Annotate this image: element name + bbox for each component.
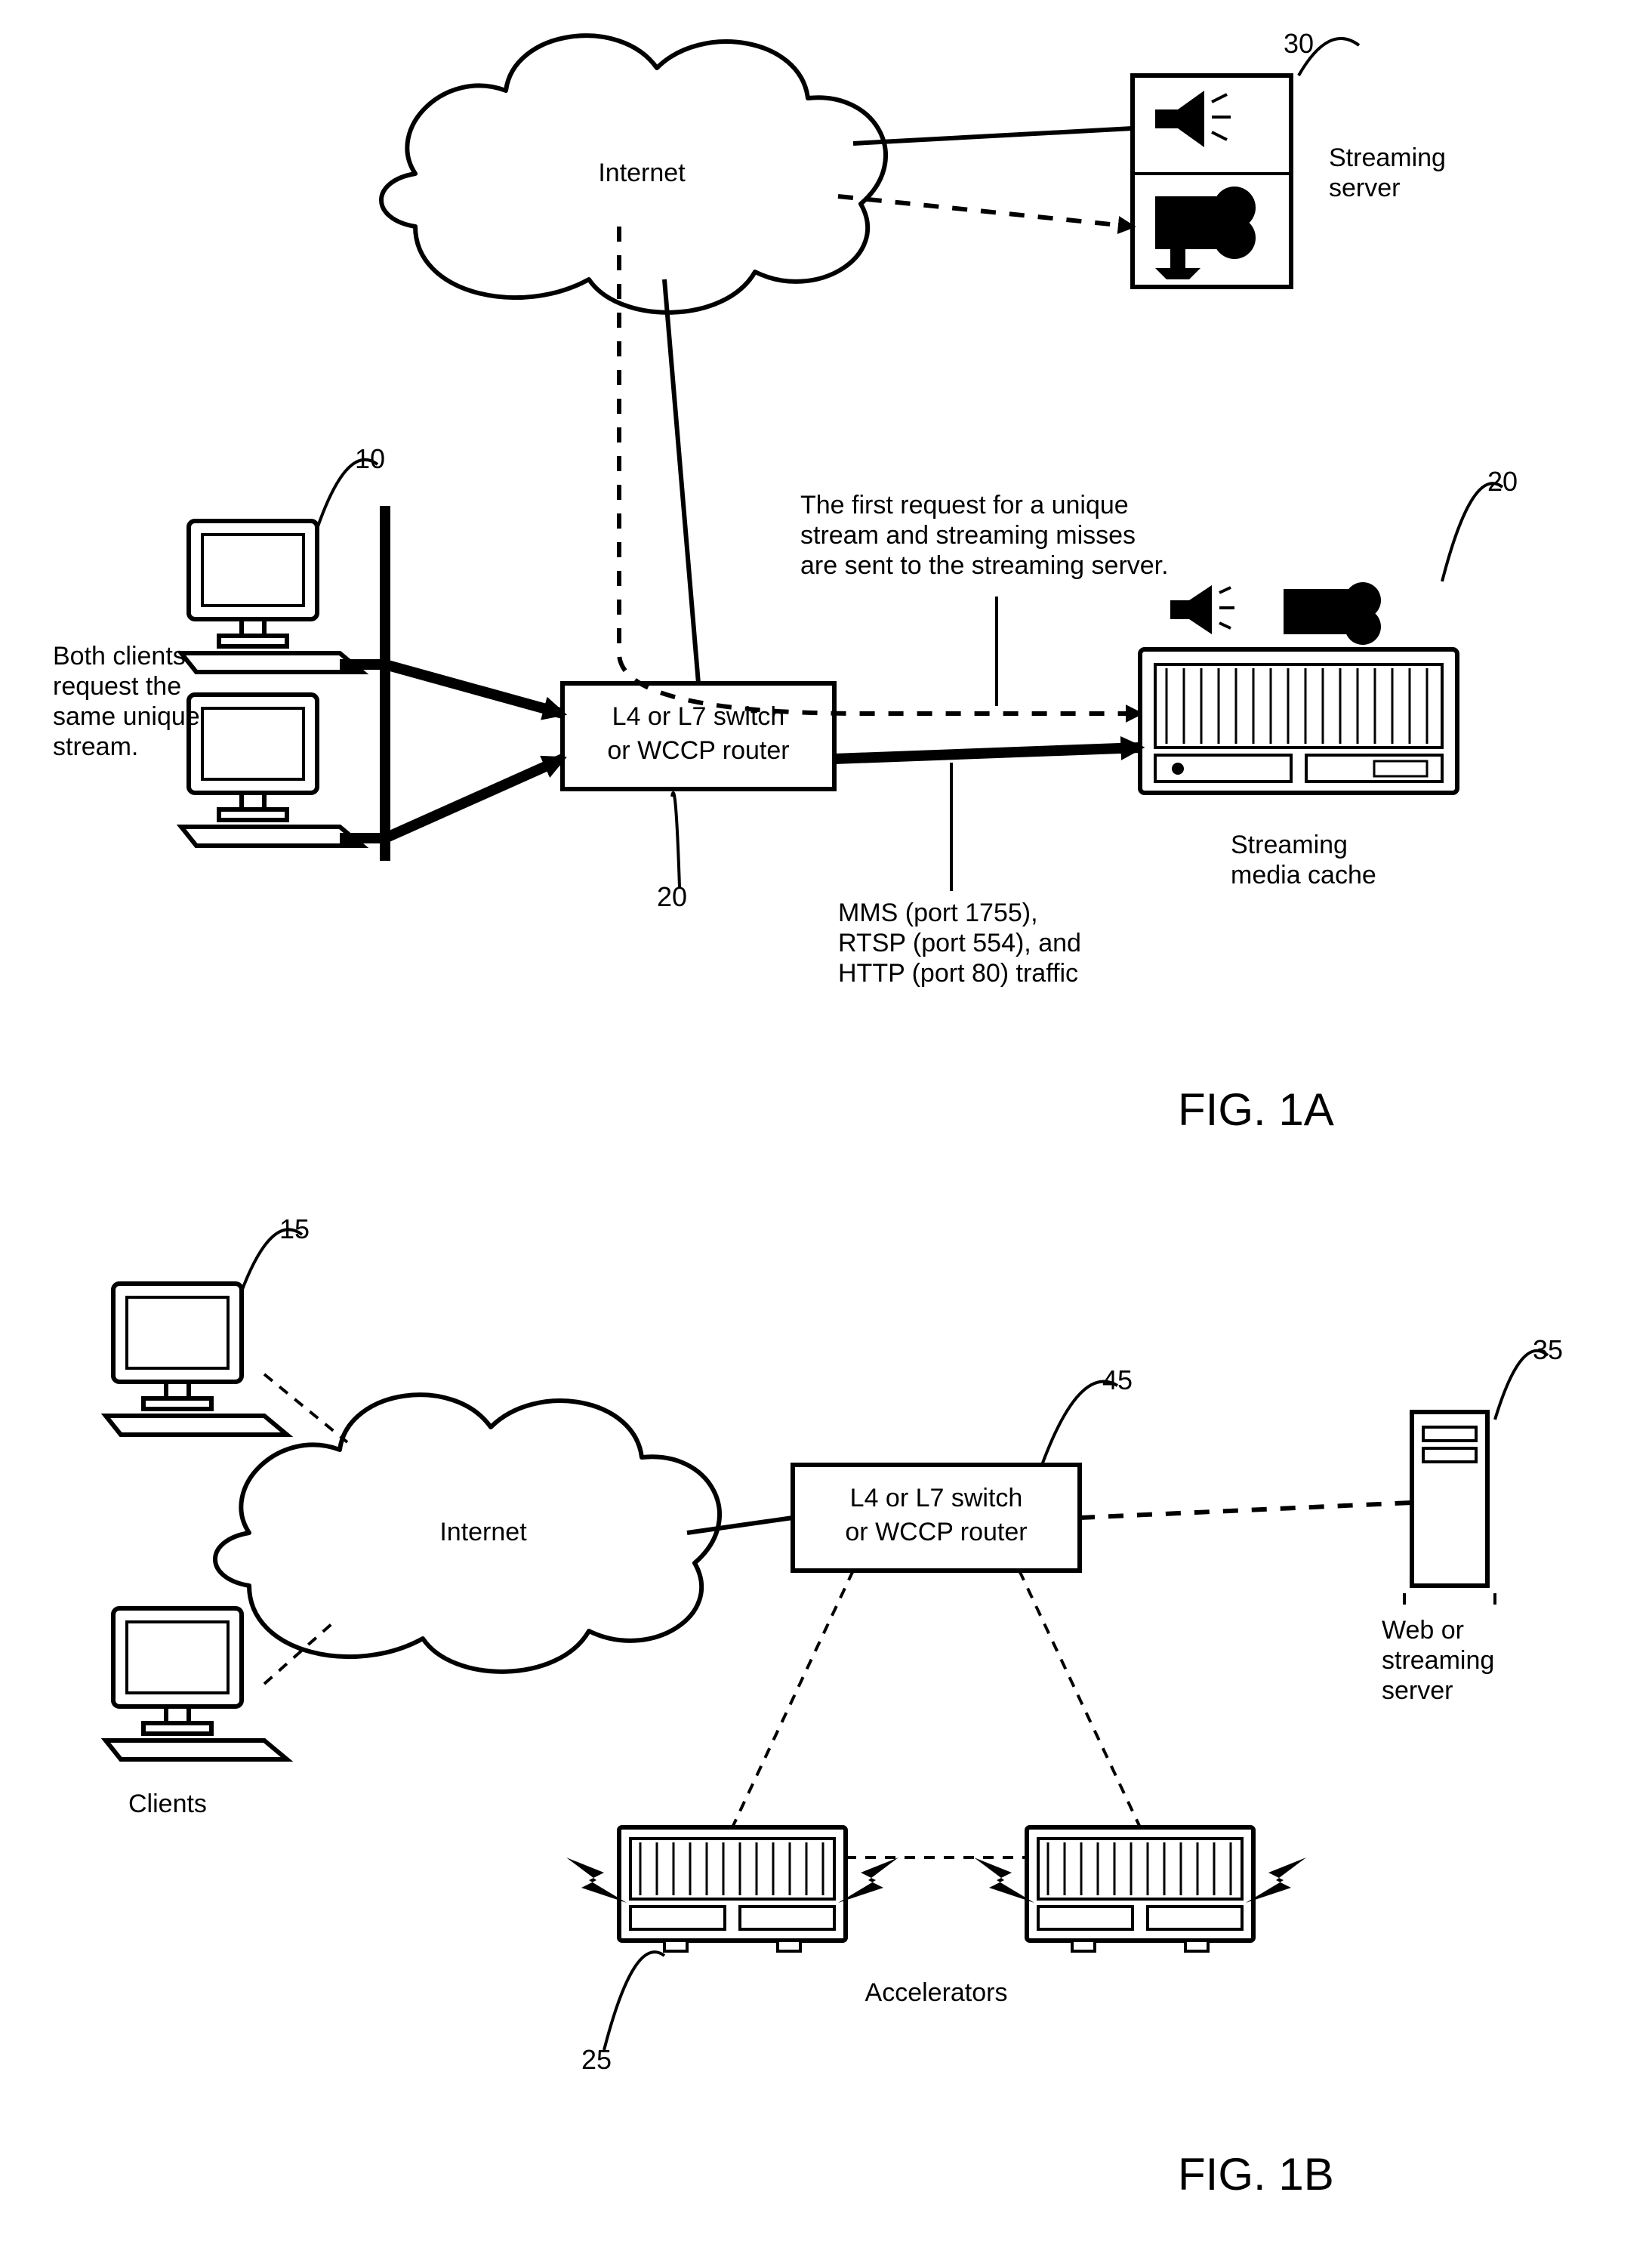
ref-30: 30	[1284, 28, 1314, 59]
cache-label: Streamingmedia cache	[1231, 831, 1376, 889]
web-server-icon	[1404, 1412, 1495, 1605]
svg-text:Both clients: Both clients	[53, 642, 186, 671]
svg-text:L4 or L7 switch: L4 or L7 switch	[612, 702, 785, 731]
fig-1b-label: FIG. 1B	[1178, 2149, 1334, 2200]
svg-text:Internet: Internet	[439, 1518, 527, 1546]
streaming-server-icon	[1133, 76, 1291, 287]
svg-text:20: 20	[1487, 466, 1518, 497]
svg-text:server: server	[1329, 174, 1400, 202]
ref-20-switch: 20	[657, 881, 687, 912]
streaming-server-label: Streamingserver	[1329, 143, 1446, 202]
dashed-arrow-to-server	[838, 196, 1133, 227]
internet-label: Internet	[598, 159, 686, 187]
svg-text:25: 25	[581, 2044, 612, 2075]
svg-text:Streaming: Streaming	[1329, 143, 1446, 172]
ref-20-cache: 20	[1487, 466, 1518, 497]
fig-1a-label: FIG. 1A	[1178, 1084, 1334, 1135]
internet-cloud: Internet	[381, 35, 886, 313]
svg-text:media cache: media cache	[1231, 861, 1376, 889]
svg-text:stream and streaming misses: stream and streaming misses	[800, 521, 1136, 550]
accelerator-1-icon	[566, 1827, 898, 1951]
ref-10: 10	[355, 443, 385, 474]
client-1-icon	[181, 521, 362, 672]
figure-1b: Clients15InternetL4 or L7 switchor WCCP …	[106, 1213, 1563, 2200]
svg-text:HTTP (port 80) traffic: HTTP (port 80) traffic	[838, 959, 1078, 988]
streaming-cache-icon	[1140, 582, 1457, 793]
web-server-label: Web orstreamingserver	[1382, 1616, 1494, 1705]
svg-text:or WCCP router: or WCCP router	[845, 1518, 1027, 1546]
miss-caption: The first request for a uniquestream and…	[800, 491, 1169, 580]
ports-caption: MMS (port 1755),RTSP (port 554), andHTTP…	[838, 899, 1081, 988]
svg-text:Streaming: Streaming	[1231, 831, 1348, 859]
client-2-icon	[181, 695, 362, 846]
svg-text:30: 30	[1284, 28, 1314, 59]
accelerators-label: Accelerators	[865, 1978, 1008, 2007]
client-b2-icon	[106, 1608, 287, 1759]
svg-text:Internet: Internet	[598, 159, 686, 187]
svg-text:server: server	[1382, 1676, 1453, 1705]
svg-text:are sent to the streaming serv: are sent to the streaming server.	[800, 551, 1169, 580]
svg-text:same unique: same unique	[53, 702, 200, 731]
svg-text:L4 or L7 switch: L4 or L7 switch	[850, 1484, 1023, 1512]
ref-25: 25	[581, 2044, 612, 2075]
accelerator-2-icon	[974, 1827, 1306, 1951]
svg-text:request the: request the	[53, 672, 181, 701]
svg-text:stream.: stream.	[53, 732, 138, 761]
svg-text:MMS (port 1755),: MMS (port 1755),	[838, 899, 1038, 927]
svg-text:20: 20	[657, 881, 687, 912]
client-b1-icon	[106, 1284, 287, 1435]
svg-text:Web or: Web or	[1382, 1616, 1464, 1645]
svg-text:The first request for a unique: The first request for a unique	[800, 491, 1129, 520]
svg-text:RTSP (port 554), and: RTSP (port 554), and	[838, 929, 1081, 957]
svg-text:or WCCP router: or WCCP router	[607, 736, 789, 765]
svg-text:Accelerators: Accelerators	[865, 1978, 1008, 2007]
figure-1a: InternetStreamingserver30Both clientsreq…	[53, 28, 1518, 1135]
svg-text:10: 10	[355, 443, 385, 474]
clients-caption: Both clientsrequest thesame uniquestream…	[53, 642, 200, 761]
svg-text:streaming: streaming	[1382, 1646, 1494, 1675]
clients-label: Clients	[128, 1790, 207, 1818]
ref-45: 45	[1102, 1364, 1133, 1395]
svg-text:Clients: Clients	[128, 1790, 207, 1818]
svg-text:45: 45	[1102, 1364, 1133, 1395]
